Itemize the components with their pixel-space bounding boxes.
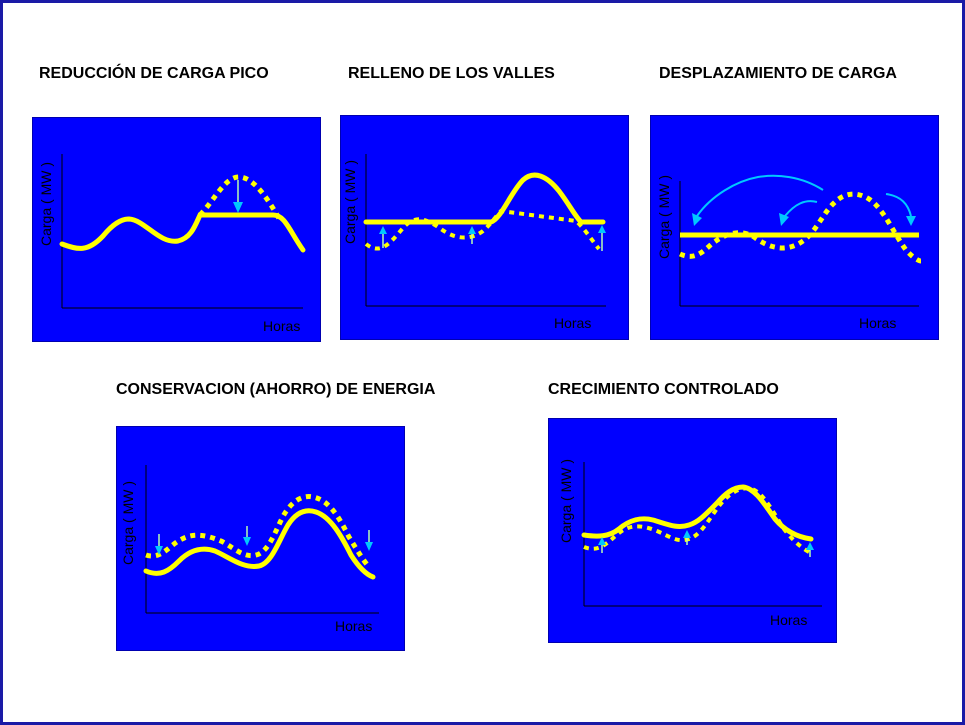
down-arrow bbox=[233, 180, 243, 213]
axes bbox=[145, 465, 379, 614]
down-arrow-1 bbox=[155, 534, 163, 555]
panel-controlled-growth: Carga ( MW ) Horas bbox=[548, 418, 837, 643]
title-controlled-growth: CRECIMIENTO CONTROLADO bbox=[548, 381, 779, 398]
original-load-curve bbox=[678, 191, 922, 264]
energy-conservation-diagram: Carga ( MW ) Horas bbox=[120, 465, 379, 634]
x-axis-label: Horas bbox=[335, 618, 372, 634]
peak-reduction-diagram: Carga ( MW ) Horas bbox=[38, 154, 306, 334]
reduced-load-curve bbox=[59, 212, 306, 253]
x-axis-label: Horas bbox=[770, 612, 807, 628]
up-arrow-1 bbox=[379, 226, 387, 248]
up-arrow-3 bbox=[806, 542, 814, 557]
up-arrow-1 bbox=[598, 537, 606, 553]
y-axis-label: Carga ( MW ) bbox=[38, 162, 54, 246]
panel-peak-reduction: Carga ( MW ) Horas bbox=[32, 117, 321, 342]
axes bbox=[61, 154, 303, 309]
title-valley-filling: RELLENO DE LOS VALLES bbox=[348, 65, 555, 82]
original-load-curve bbox=[364, 208, 601, 251]
title-load-shifting: DESPLAZAMIENTO DE CARGA bbox=[659, 65, 897, 82]
up-arrow-3 bbox=[598, 225, 606, 251]
down-arrow-3 bbox=[365, 530, 373, 551]
controlled-growth-diagram: Carga ( MW ) Horas bbox=[558, 459, 822, 628]
original-load-curve bbox=[198, 174, 284, 224]
filled-load-curve bbox=[363, 172, 606, 225]
x-axis-label: Horas bbox=[554, 315, 591, 331]
valley-filling-diagram: Carga ( MW ) Horas bbox=[342, 154, 606, 331]
original-load-curve bbox=[583, 486, 812, 555]
y-axis-label: Carga ( MW ) bbox=[120, 481, 136, 565]
title-peak-reduction: REDUCCIÓN DE CARGA PICO bbox=[39, 65, 269, 82]
original-load-curve bbox=[145, 494, 371, 569]
axes bbox=[365, 154, 606, 307]
up-arrow-2 bbox=[683, 530, 691, 545]
shift-arrow-mid bbox=[779, 200, 818, 226]
y-axis-label: Carga ( MW ) bbox=[558, 459, 574, 543]
up-arrow-2 bbox=[468, 226, 476, 244]
panel-load-shifting: Carga ( MW ) Horas bbox=[650, 115, 939, 340]
panel-energy-conservation: Carga ( MW ) Horas bbox=[116, 426, 405, 651]
x-axis-label: Horas bbox=[263, 318, 300, 334]
shift-arrow-right bbox=[885, 193, 916, 226]
load-shifting-diagram: Carga ( MW ) Horas bbox=[656, 174, 922, 331]
down-arrow-2 bbox=[243, 526, 251, 546]
y-axis-label: Carga ( MW ) bbox=[656, 175, 672, 259]
x-axis-label: Horas bbox=[859, 315, 896, 331]
y-axis-label: Carga ( MW ) bbox=[342, 160, 358, 244]
grown-load-curve bbox=[581, 484, 814, 542]
title-energy-conservation: CONSERVACION (AHORRO) DE ENERGIA bbox=[116, 381, 436, 398]
panel-valley-filling: Carga ( MW ) Horas bbox=[340, 115, 629, 340]
axes bbox=[679, 181, 919, 307]
shift-arrow-long bbox=[692, 174, 824, 226]
conserved-load-curve bbox=[143, 508, 376, 580]
